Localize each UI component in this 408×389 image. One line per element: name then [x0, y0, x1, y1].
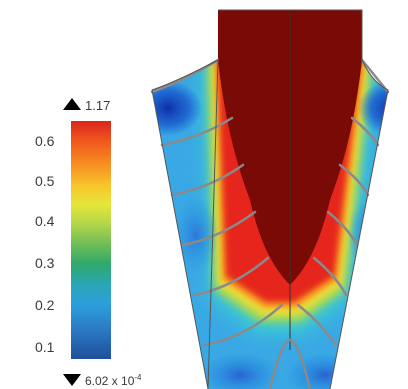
max-marker-icon — [63, 98, 81, 110]
right-fins — [296, 58, 390, 347]
colorbar-min-label: 6.02 x 10-4 — [85, 373, 142, 388]
colorbar-tick: 0.1 — [35, 339, 55, 355]
colorbar-tick: 0.3 — [35, 255, 55, 271]
domain-outline — [151, 9, 389, 389]
min-marker-icon — [63, 374, 81, 386]
colorbar-max-label: 1.17 — [85, 98, 111, 113]
bottom-notch — [268, 338, 312, 389]
colorbar-tick: 0.6 — [35, 133, 55, 149]
colorbar-tick: 0.2 — [35, 297, 55, 313]
colorbar-tick: 0.4 — [35, 213, 55, 229]
colorbar-tick: 0.5 — [35, 173, 55, 189]
colorbar — [71, 121, 111, 359]
